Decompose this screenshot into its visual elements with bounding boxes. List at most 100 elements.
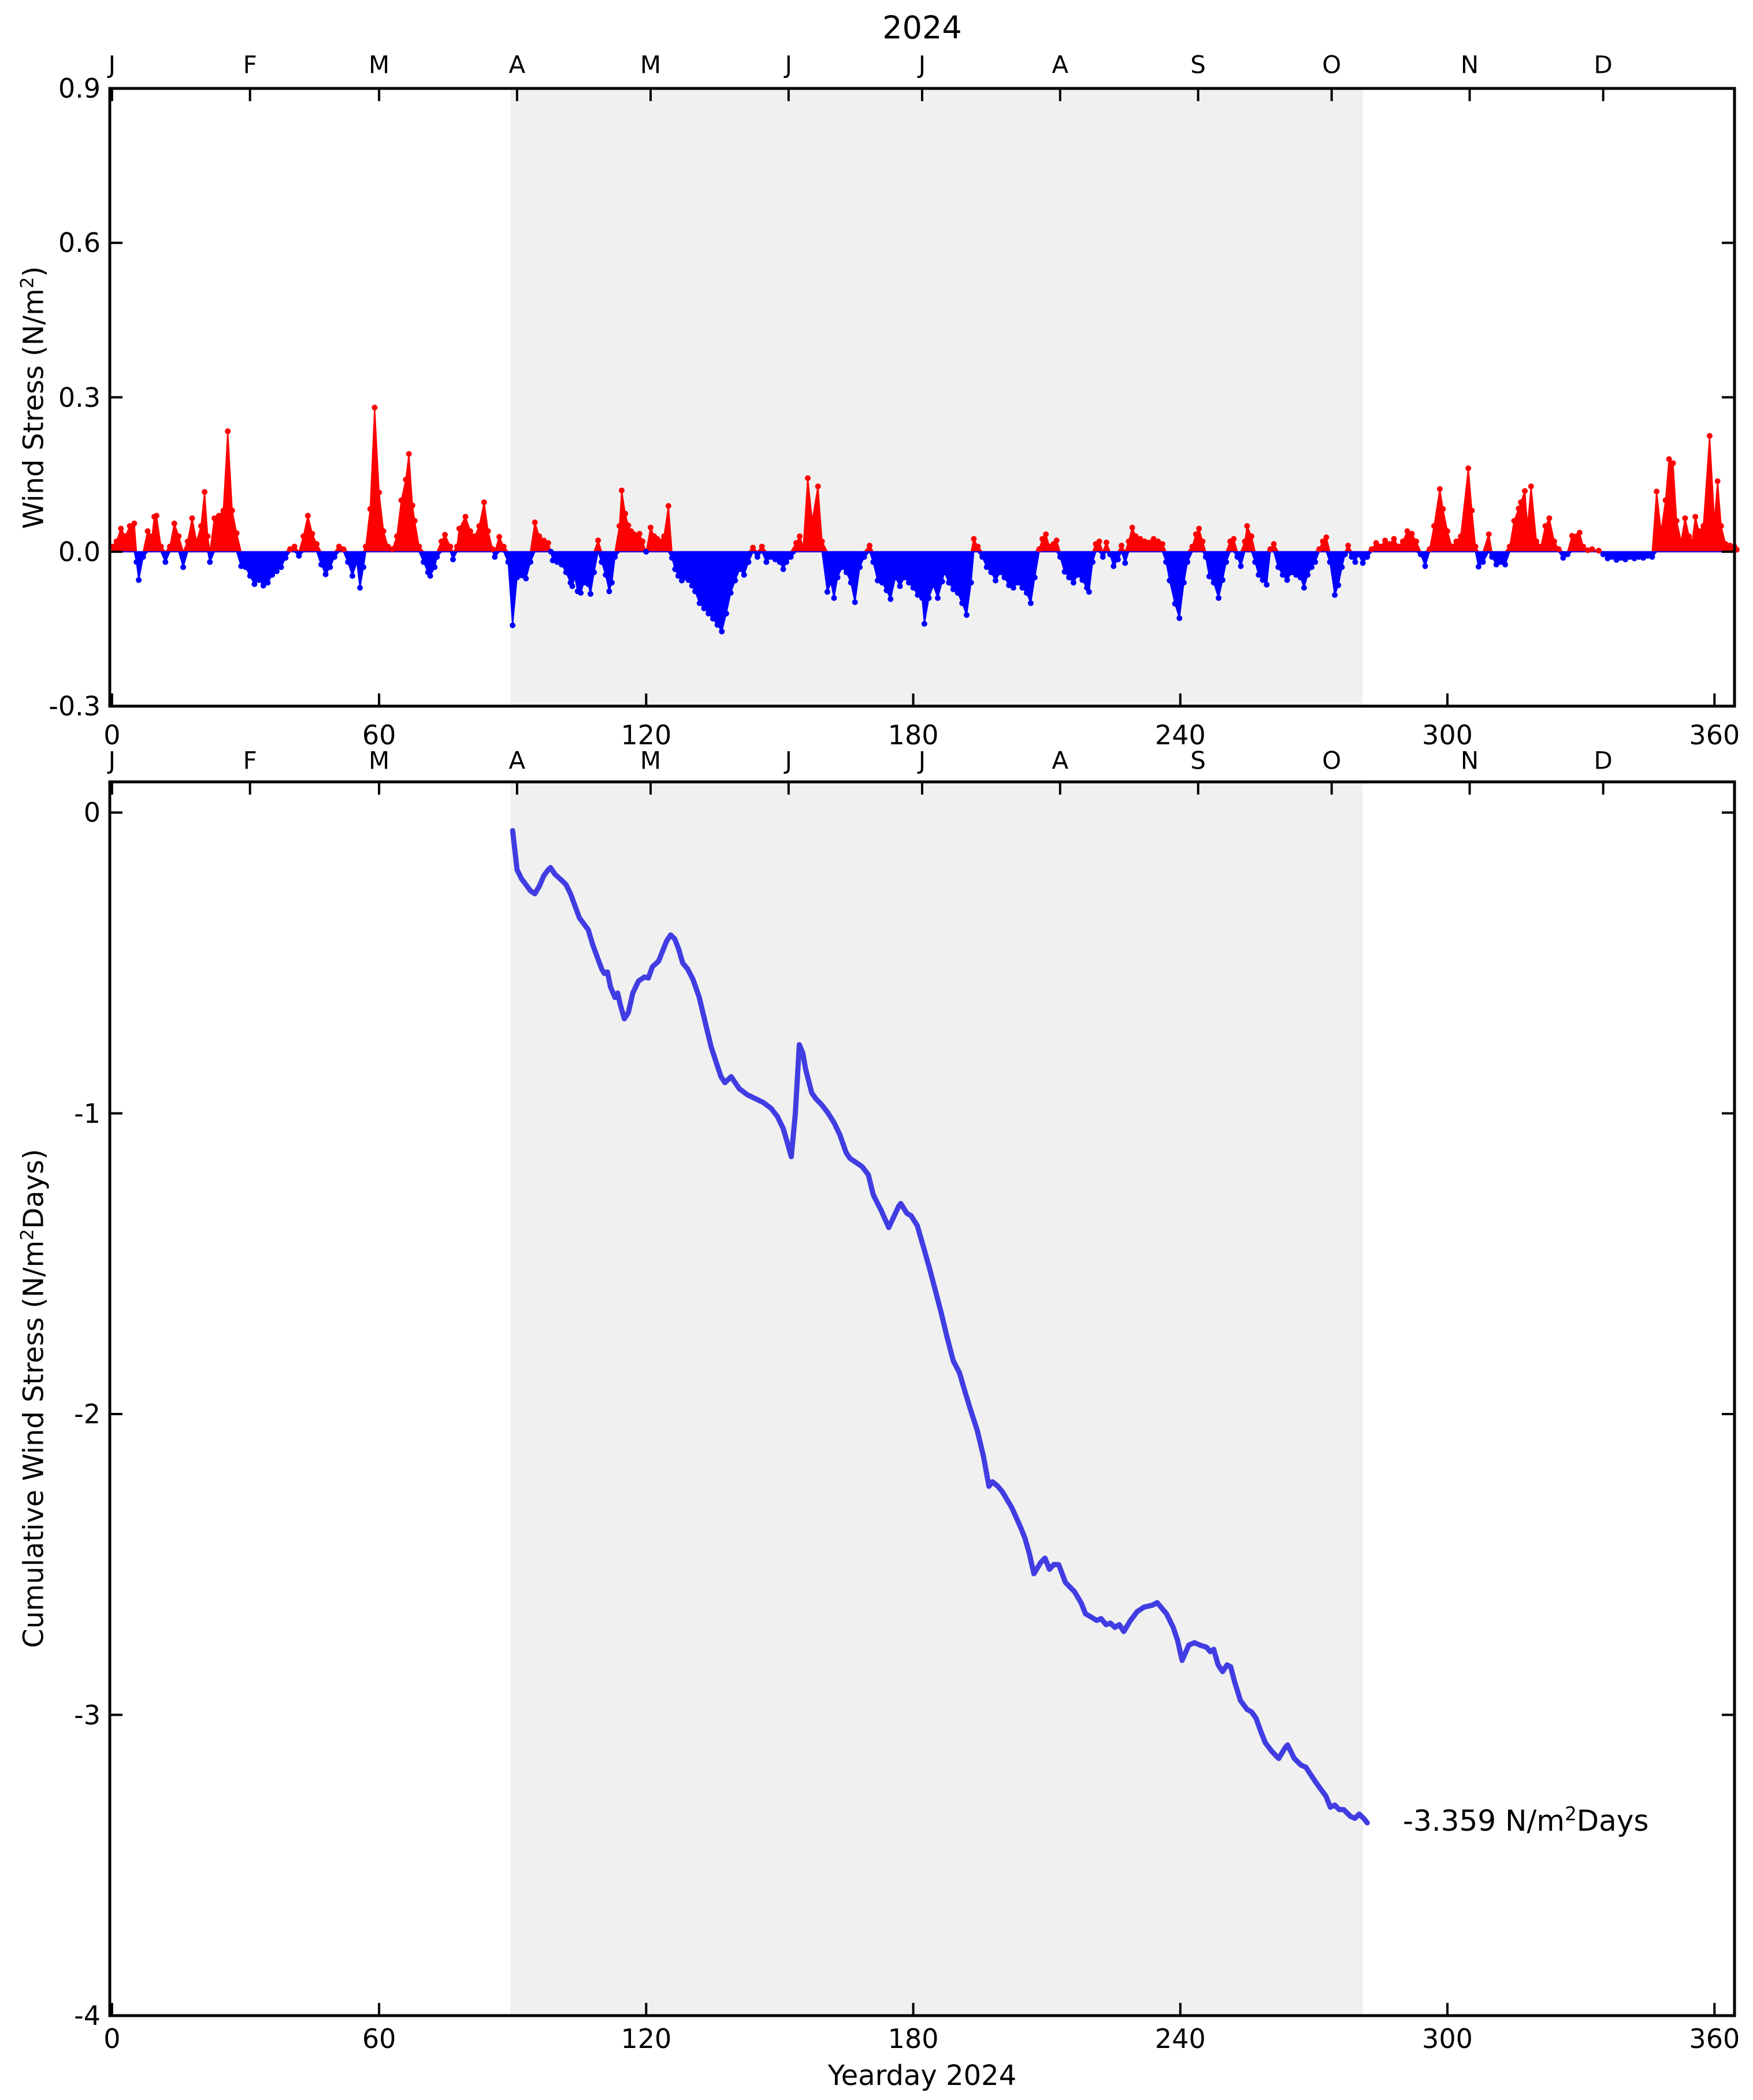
annotation-sup: 2: [1565, 1802, 1577, 1825]
month-label-top-A: A: [508, 50, 526, 79]
top-y-axis-label: Wind Stress (N/m2): [17, 266, 50, 529]
wind-stress-marker: [1252, 559, 1258, 565]
month-label-top-J: J: [918, 50, 926, 79]
wind-stress-marker: [1001, 574, 1008, 581]
wind-stress-marker: [955, 590, 961, 596]
wind-stress-marker: [1312, 559, 1319, 565]
wind-stress-marker: [180, 564, 187, 570]
wind-stress-marker: [892, 574, 898, 581]
wind-stress-marker: [385, 543, 391, 550]
wind-stress-marker: [309, 530, 315, 537]
wind-stress-marker: [367, 506, 373, 512]
wind-stress-marker: [1335, 582, 1342, 588]
wind-stress-marker: [1280, 572, 1286, 578]
wind-stress-marker: [857, 564, 863, 570]
wind-stress-marker: [167, 543, 173, 550]
wind-stress-marker: [189, 515, 195, 521]
wind-stress-marker: [1142, 538, 1148, 544]
wind-stress-marker: [1339, 564, 1345, 570]
wind-stress-marker: [467, 528, 473, 535]
wind-stress-marker: [1560, 555, 1566, 561]
wind-stress-marker: [454, 543, 460, 550]
wind-stress-marker: [1662, 497, 1669, 503]
wind-stress-marker: [273, 568, 280, 574]
wind-stress-marker: [421, 559, 427, 565]
wind-stress-marker: [269, 572, 276, 578]
top-panel-y-tick-label: 0.3: [58, 381, 101, 413]
wind-stress-marker: [1301, 585, 1307, 591]
wind-stress-marker: [1260, 577, 1266, 583]
wind-stress-marker: [1644, 552, 1651, 559]
wind-stress-marker: [1119, 543, 1125, 549]
wind-stress-marker: [489, 546, 496, 552]
wind-stress-marker: [492, 554, 498, 560]
wind-stress-marker: [1686, 533, 1692, 539]
wind-stress-marker: [1305, 572, 1311, 578]
wind-stress-marker: [133, 559, 140, 565]
wind-stress-marker: [1524, 523, 1531, 529]
wind-stress-marker: [983, 564, 990, 570]
wind-stress-marker: [971, 536, 977, 542]
wind-stress-marker: [1596, 548, 1602, 554]
wind-stress-marker: [1126, 538, 1132, 544]
wind-stress-marker: [532, 520, 538, 525]
wind-stress-marker: [588, 591, 593, 597]
wind-stress-marker: [314, 541, 320, 547]
wind-stress-marker: [1453, 538, 1459, 544]
wind-stress-marker: [1700, 523, 1707, 529]
shaded-season-band: [510, 782, 1363, 2016]
month-label-top-O: O: [1322, 50, 1342, 79]
bottom-y-axis-label-end: Days): [17, 1149, 50, 1229]
month-label-top-F: F: [243, 50, 257, 79]
wind-stress-marker: [205, 533, 211, 539]
wind-stress-marker: [1066, 574, 1072, 581]
wind-stress-marker: [834, 574, 841, 581]
wind-stress-marker: [759, 543, 765, 550]
wind-stress-marker: [1028, 600, 1034, 606]
wind-stress-marker: [481, 499, 487, 506]
wind-stress-marker: [1377, 543, 1384, 550]
wind-stress-marker: [207, 559, 213, 565]
wind-stress-marker: [278, 564, 284, 570]
wind-stress-marker: [609, 580, 615, 586]
wind-stress-marker: [1670, 460, 1676, 466]
wind-stress-marker: [304, 513, 311, 519]
wind-stress-marker: [665, 503, 671, 509]
wind-stress-marker: [1528, 483, 1534, 489]
bottom-panel-y-tick-label: -2: [74, 1398, 101, 1430]
wind-stress-marker: [1137, 536, 1143, 542]
bottom-panel-x-tick-label: 240: [1154, 2023, 1206, 2054]
month-label-bottom-J: J: [108, 746, 116, 775]
wind-stress-marker: [1516, 505, 1522, 511]
wind-stress-marker: [122, 533, 128, 539]
wind-stress-marker: [523, 576, 529, 582]
wind-stress-marker: [1360, 560, 1366, 566]
wind-stress-marker: [1518, 499, 1524, 506]
wind-stress-marker: [625, 522, 632, 529]
wind-stress-marker: [1678, 538, 1684, 544]
wind-stress-marker: [398, 497, 404, 503]
wind-stress-marker: [243, 564, 248, 570]
month-label-bottom-A: A: [1052, 746, 1069, 775]
wind-stress-marker: [1618, 555, 1624, 561]
wind-stress-marker: [220, 507, 226, 514]
wind-stress-marker: [563, 569, 569, 576]
wind-stress-marker: [1589, 546, 1595, 552]
wind-stress-marker: [376, 489, 382, 496]
wind-stress-marker: [1332, 592, 1338, 598]
wind-stress-marker: [815, 483, 821, 489]
wind-stress-marker: [409, 502, 415, 509]
wind-stress-marker: [1172, 600, 1178, 607]
bottom-panel-x-tick-label: 360: [1689, 2023, 1740, 2054]
wind-stress-marker: [915, 592, 921, 598]
month-label-top-D: D: [1594, 50, 1613, 79]
wind-stress-marker: [1400, 538, 1406, 544]
wind-stress-marker: [959, 600, 965, 606]
wind-stress-marker: [672, 566, 678, 572]
top-panel-x-tick-label: 360: [1689, 719, 1740, 751]
wind-stress-marker: [606, 588, 612, 595]
wind-stress-marker: [162, 559, 169, 565]
wind-stress-marker: [1275, 564, 1282, 570]
wind-stress-marker: [545, 540, 551, 546]
month-label-top-A: A: [1052, 50, 1069, 79]
